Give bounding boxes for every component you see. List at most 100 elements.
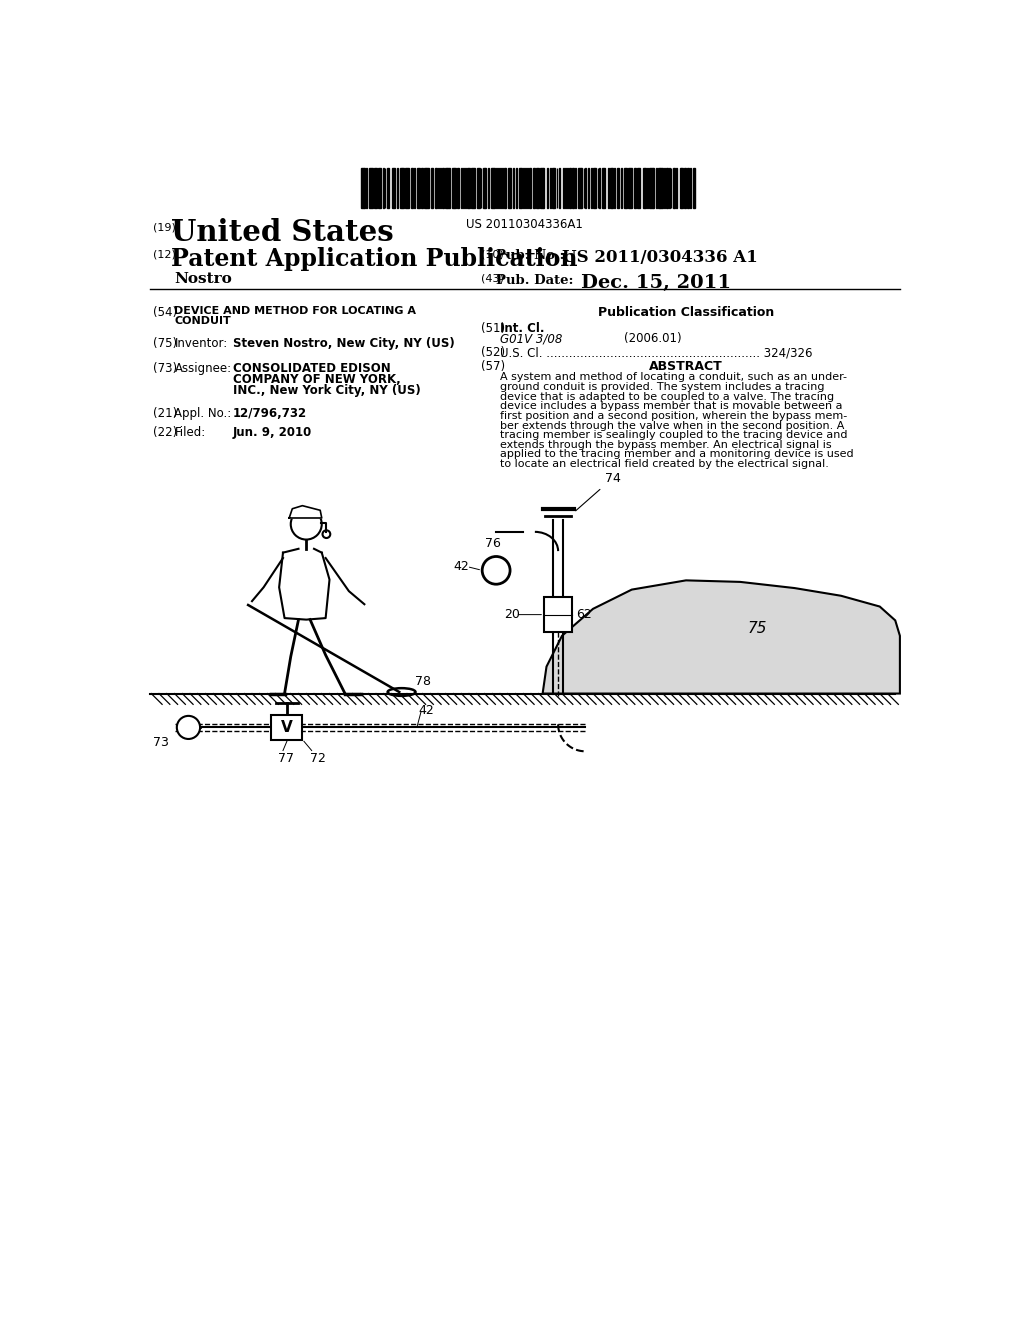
Bar: [529, 168, 531, 207]
Text: 72: 72: [310, 752, 326, 766]
Bar: [563, 168, 564, 207]
Bar: [369, 168, 373, 207]
Bar: [455, 168, 456, 207]
Bar: [411, 168, 414, 207]
Bar: [634, 168, 636, 207]
Bar: [534, 168, 535, 207]
Polygon shape: [289, 506, 322, 517]
Text: Inventor:: Inventor:: [174, 337, 227, 350]
Text: ground conduit is provided. The system includes a tracing: ground conduit is provided. The system i…: [500, 381, 824, 392]
Bar: [504, 168, 506, 207]
Text: (21): (21): [153, 407, 177, 420]
Text: (12): (12): [153, 249, 176, 259]
Bar: [487, 168, 489, 207]
Text: Nostro: Nostro: [174, 272, 232, 286]
Bar: [452, 168, 454, 207]
Text: INC., New York City, NY (US): INC., New York City, NY (US): [232, 384, 421, 397]
Text: to locate an electrical field created by the electrical signal.: to locate an electrical field created by…: [500, 459, 828, 469]
Text: A system and method of locating a conduit, such as an under-: A system and method of locating a condui…: [500, 372, 847, 383]
Bar: [559, 168, 560, 207]
Text: US 20110304336A1: US 20110304336A1: [466, 218, 584, 231]
Bar: [447, 168, 450, 207]
Bar: [457, 168, 459, 207]
Bar: [690, 168, 691, 207]
Bar: [406, 168, 410, 207]
Bar: [471, 168, 475, 207]
Bar: [467, 168, 470, 207]
Text: Filed:: Filed:: [174, 426, 206, 440]
Bar: [502, 168, 503, 207]
Bar: [519, 168, 522, 207]
Text: device that is adapted to be coupled to a valve. The tracing: device that is adapted to be coupled to …: [500, 392, 835, 401]
Bar: [666, 168, 669, 207]
Text: COMPANY OF NEW YORK,: COMPANY OF NEW YORK,: [232, 374, 400, 387]
Text: (22): (22): [153, 426, 177, 440]
Text: extends through the bypass member. An electrical signal is: extends through the bypass member. An el…: [500, 440, 831, 450]
Text: 78: 78: [415, 675, 431, 688]
Text: (57): (57): [480, 360, 505, 374]
Bar: [628, 168, 632, 207]
Text: 42: 42: [419, 704, 434, 717]
Bar: [391, 168, 395, 207]
Bar: [508, 168, 511, 207]
Bar: [687, 168, 689, 207]
Text: V: V: [281, 719, 293, 735]
Bar: [483, 168, 484, 207]
Bar: [637, 168, 640, 207]
Bar: [621, 168, 623, 207]
Text: 12/796,732: 12/796,732: [232, 407, 307, 420]
Text: (2006.01): (2006.01): [624, 333, 682, 346]
Bar: [387, 168, 389, 207]
Bar: [547, 168, 548, 207]
Bar: [610, 168, 611, 207]
Text: (52): (52): [480, 346, 505, 359]
Text: CONDUIT: CONDUIT: [174, 317, 231, 326]
Text: (19): (19): [153, 222, 176, 232]
Text: Appl. No.:: Appl. No.:: [174, 407, 231, 420]
Text: (43): (43): [480, 275, 504, 284]
Bar: [550, 168, 551, 207]
Polygon shape: [543, 581, 900, 693]
Text: CONSOLIDATED EDISON: CONSOLIDATED EDISON: [232, 363, 390, 375]
Text: Pub. Date:: Pub. Date:: [496, 275, 573, 286]
Bar: [579, 168, 581, 207]
Bar: [445, 168, 446, 207]
Text: Jun. 9, 2010: Jun. 9, 2010: [232, 426, 312, 440]
Bar: [649, 168, 652, 207]
Text: Assignee:: Assignee:: [174, 363, 231, 375]
Bar: [624, 168, 627, 207]
Bar: [421, 168, 423, 207]
Text: 75: 75: [748, 620, 768, 636]
Text: (73): (73): [153, 363, 177, 375]
Circle shape: [177, 715, 200, 739]
Bar: [402, 168, 403, 207]
Bar: [417, 168, 420, 207]
Text: ber extends through the valve when in the second position. A: ber extends through the valve when in th…: [500, 421, 845, 430]
Bar: [684, 168, 686, 207]
Bar: [435, 168, 437, 207]
Bar: [614, 168, 615, 207]
Text: U.S. Cl. ......................................................... 324/326: U.S. Cl. ...............................…: [500, 346, 812, 359]
Bar: [537, 168, 539, 207]
Text: Int. Cl.: Int. Cl.: [500, 322, 545, 335]
Text: ABSTRACT: ABSTRACT: [649, 360, 723, 374]
Text: Patent Application Publication: Patent Application Publication: [171, 247, 578, 271]
Text: first position and a second position, wherein the bypass mem-: first position and a second position, wh…: [500, 411, 847, 421]
Bar: [431, 168, 433, 207]
Bar: [566, 168, 568, 207]
Bar: [426, 168, 429, 207]
Text: Steven Nostro, New City, NY (US): Steven Nostro, New City, NY (US): [232, 337, 455, 350]
Text: DEVICE AND METHOD FOR LOCATING A: DEVICE AND METHOD FOR LOCATING A: [174, 306, 417, 317]
Text: United States: United States: [171, 218, 393, 247]
Text: (10): (10): [480, 249, 504, 259]
Text: 62: 62: [575, 609, 592, 622]
Text: 74: 74: [575, 471, 621, 511]
Text: (51): (51): [480, 322, 505, 335]
Bar: [360, 168, 364, 207]
Bar: [378, 168, 381, 207]
Text: Publication Classification: Publication Classification: [598, 306, 774, 319]
Text: G01V 3/08: G01V 3/08: [500, 333, 562, 346]
Text: US 2011/0304336 A1: US 2011/0304336 A1: [562, 249, 758, 267]
Text: 76: 76: [484, 537, 501, 550]
Bar: [492, 168, 495, 207]
